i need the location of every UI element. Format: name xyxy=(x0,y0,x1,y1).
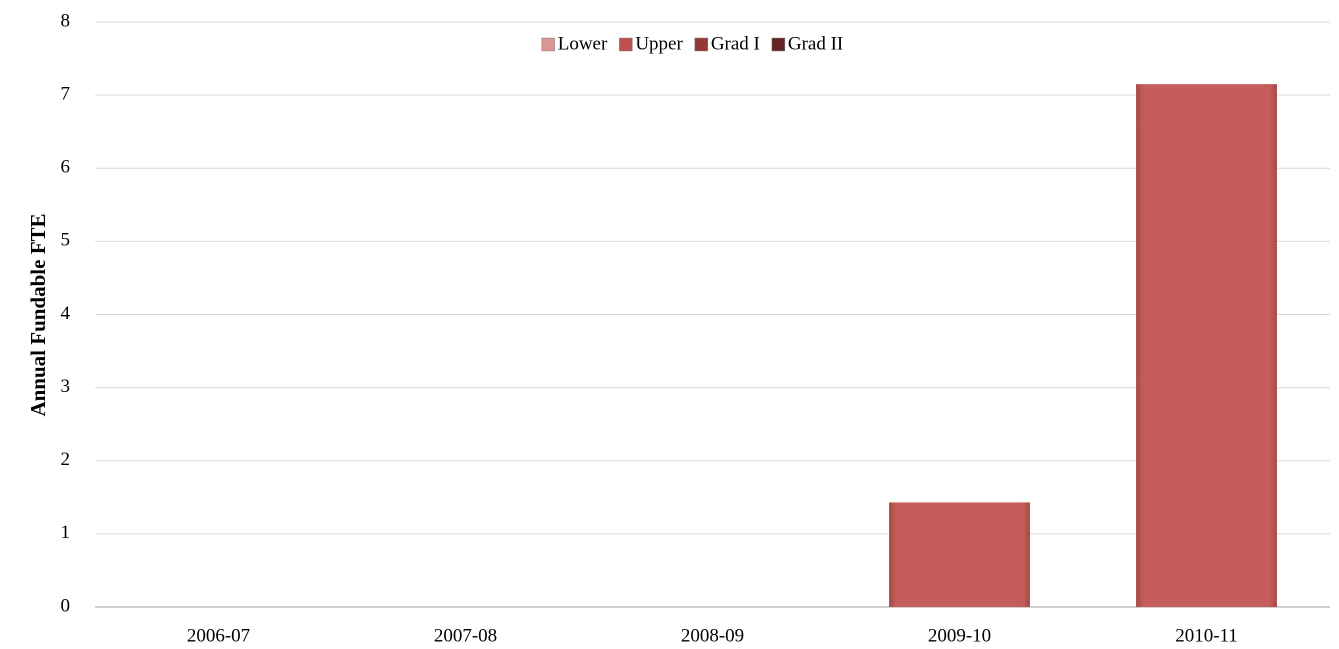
x-tick-label: 2008-09 xyxy=(681,625,744,646)
y-tick-label: 4 xyxy=(61,303,71,324)
legend: Lower Upper Grad I Grad II xyxy=(541,33,843,54)
y-tick-label: 8 xyxy=(61,10,71,31)
bar-segment xyxy=(1136,84,1277,607)
y-axis-title: Annual Fundable FTE xyxy=(26,213,50,416)
legend-label: Grad I xyxy=(711,33,760,54)
y-tick-label: 2 xyxy=(61,449,71,470)
x-tick-label: 2006-07 xyxy=(187,625,250,646)
y-tick-label: 1 xyxy=(61,522,71,543)
x-tick-label: 2007-08 xyxy=(434,625,497,646)
bar-segment xyxy=(889,502,1030,607)
legend-swatch xyxy=(619,37,633,52)
legend-label: Lower xyxy=(558,33,608,54)
legend-label: Upper xyxy=(635,33,683,54)
y-tick-label: 5 xyxy=(61,230,71,251)
x-tick-label: 2009-10 xyxy=(928,625,991,646)
y-tick-label: 0 xyxy=(61,595,71,616)
legend-swatch xyxy=(541,37,555,52)
legend-swatch xyxy=(694,37,709,52)
legend-label: Grad II xyxy=(788,33,843,54)
y-tick-label: 6 xyxy=(61,157,71,178)
y-tick-label: 3 xyxy=(61,376,71,397)
y-tick-label: 7 xyxy=(61,83,71,104)
legend-swatch xyxy=(771,37,786,52)
x-tick-label: 2010-11 xyxy=(1175,625,1238,646)
